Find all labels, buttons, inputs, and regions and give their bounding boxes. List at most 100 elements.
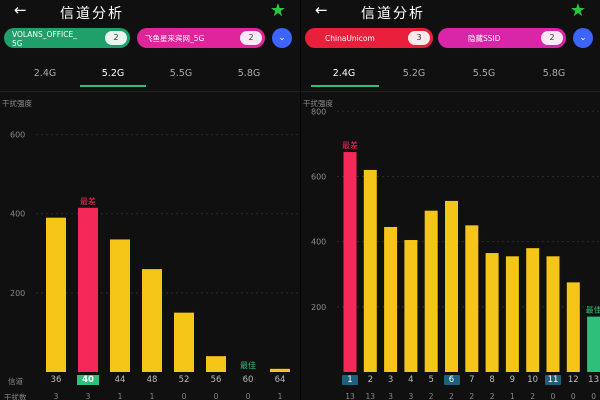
y-axis-label: 干扰强度 [303, 99, 333, 108]
channel-bar [445, 200, 458, 372]
channel-bar [526, 248, 540, 372]
title-bar: ← 信道分析 ★ [301, 0, 600, 24]
back-arrow-icon[interactable]: ← [315, 1, 328, 19]
worst-channel-label: 最差 [80, 196, 96, 206]
interference-count-row: 干扰数 3 3 1 1 0 0 0 1 [0, 392, 300, 400]
ssid-count-badge: 3 [408, 31, 430, 45]
tab-5-2g[interactable]: 5.2G [402, 68, 426, 79]
channel-analysis-panel-right: ← 信道分析 ★ ChinaUnicom 3 隐藏SSID 2 ⌄ 2.4G 5… [300, 0, 600, 400]
channel-number[interactable]: 3 [387, 375, 394, 385]
interference-count: 0 [181, 392, 187, 400]
channel-bar [505, 256, 519, 372]
channel-bar [78, 207, 98, 372]
channel-number[interactable]: 5 [428, 375, 434, 385]
tab-5-8g[interactable]: 5.8G [237, 68, 261, 79]
channel-bar [46, 217, 66, 372]
star-icon[interactable]: ★ [569, 0, 586, 21]
ssid-chip[interactable]: 隐藏SSID 2 [438, 28, 566, 48]
tab-5-8g[interactable]: 5.8G [542, 68, 566, 79]
interference-count: 2 [489, 392, 495, 400]
channel-number[interactable]: 64 [274, 375, 286, 385]
ssid-name: 隐藏SSID [468, 34, 501, 43]
channel-analysis-panel-left: ← 信道分析 ★ VOLANS_OFFICE_ 5G 2 飞鱼星来宾网_5G 2… [0, 0, 300, 400]
channel-number[interactable]: 2 [367, 375, 373, 385]
interference-count: 0 [245, 392, 251, 400]
tab-2-4g[interactable]: 2.4G [33, 68, 57, 79]
channel-number[interactable]: 40 [77, 375, 99, 385]
channel-number[interactable]: 48 [146, 375, 158, 385]
channel-number[interactable]: 60 [242, 375, 254, 385]
tab-5-5g[interactable]: 5.5G [472, 68, 496, 79]
interference-count: 3 [53, 392, 59, 400]
channel-number[interactable]: 6 [443, 375, 460, 385]
interference-count: 1 [277, 392, 283, 400]
ssid-count-badge: 2 [105, 31, 127, 45]
interference-count: 1 [117, 392, 123, 400]
interference-count: 0 [550, 392, 556, 400]
ssid-name: VOLANS_OFFICE_ 5G [12, 30, 77, 48]
channel-bar [110, 239, 130, 372]
interference-count: 0 [591, 392, 596, 400]
ssid-chip-row: VOLANS_OFFICE_ 5G 2 飞鱼星来宾网_5G 2 ⌄ [0, 28, 300, 52]
channel-number[interactable]: 44 [114, 375, 126, 385]
y-tick-label: 600 [311, 172, 326, 181]
y-tick-label: 800 [311, 107, 326, 116]
tab-5-2g[interactable]: 5.2G [101, 68, 125, 79]
channel-bar [465, 225, 479, 372]
ssid-chip[interactable]: ChinaUnicom 3 [305, 28, 433, 48]
ssid-chip[interactable]: 飞鱼星来宾网_5G 2 [137, 28, 265, 48]
count-row-label: 干扰数 [4, 393, 27, 400]
channel-number[interactable]: 36 [50, 375, 62, 385]
channel-bar [343, 152, 357, 372]
channel-number[interactable]: 8 [489, 375, 495, 385]
channel-bar [566, 282, 580, 372]
active-tab-indicator [80, 85, 146, 87]
channel-number[interactable]: 7 [469, 375, 475, 385]
best-channel-label: 最佳 [586, 305, 600, 315]
channel-bar [142, 269, 162, 372]
best-channel-label: 最佳 [240, 360, 256, 370]
channel-number[interactable]: 1 [342, 375, 358, 385]
channel-number[interactable]: 12 [567, 375, 579, 385]
channel-number[interactable]: 4 [408, 375, 414, 385]
channel-bar [384, 226, 398, 372]
y-tick-label: 200 [10, 289, 25, 298]
ssid-chip[interactable]: VOLANS_OFFICE_ 5G 2 [4, 28, 130, 48]
star-icon[interactable]: ★ [269, 0, 286, 21]
interference-count: 0 [570, 392, 576, 400]
band-tabs: 2.4G 5.2G 5.5G 5.8G [0, 62, 300, 92]
interference-count: 2 [530, 392, 536, 400]
interference-count: 2 [469, 392, 475, 400]
expand-ssid-button[interactable]: ⌄ [573, 28, 593, 48]
active-tab-indicator [311, 85, 379, 87]
interference-count: 3 [388, 392, 393, 400]
chevron-down-icon: ⌄ [278, 33, 286, 43]
channel-number[interactable]: 10 [527, 375, 539, 385]
channel-bar [174, 312, 194, 372]
ssid-count-badge: 2 [240, 31, 262, 45]
channel-number[interactable]: 9 [509, 375, 516, 385]
interference-count: 0 [213, 392, 219, 400]
channel-number[interactable]: 11 [545, 375, 561, 385]
interference-count-row: 13 13 3 3 2 2 2 2 1 2 0 0 0 [301, 392, 600, 400]
title-bar: ← 信道分析 ★ [0, 0, 300, 24]
tab-2-4g[interactable]: 2.4G [332, 68, 356, 79]
y-axis-label: 干扰强度 [2, 99, 32, 108]
worst-channel-label: 最差 [342, 140, 358, 150]
channel-row-label: 信道 [8, 377, 23, 386]
channel-bar [363, 169, 377, 372]
y-tick-label: 200 [311, 303, 326, 312]
y-tick-label: 600 [10, 131, 25, 140]
channel-number[interactable]: 13 [588, 375, 599, 385]
back-arrow-icon[interactable]: ← [14, 1, 27, 19]
tab-5-5g[interactable]: 5.5G [169, 68, 193, 79]
ssid-chip-row: ChinaUnicom 3 隐藏SSID 2 ⌄ [301, 28, 600, 52]
channel-label-row: 信道 36 40 44 48 52 56 60 64 [0, 373, 300, 389]
channel-bar [424, 210, 438, 372]
channel-number[interactable]: 56 [210, 375, 222, 385]
expand-ssid-button[interactable]: ⌄ [272, 28, 292, 48]
interference-count: 3 [85, 392, 91, 400]
channel-number[interactable]: 52 [178, 375, 190, 385]
